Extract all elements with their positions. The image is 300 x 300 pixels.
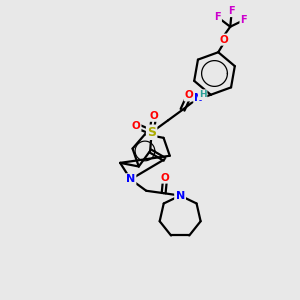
Text: N: N	[194, 93, 203, 103]
Text: N: N	[176, 190, 185, 201]
Text: S: S	[147, 126, 156, 139]
Text: O: O	[161, 172, 170, 183]
Text: F: F	[214, 12, 221, 22]
Text: N: N	[126, 174, 135, 184]
Text: O: O	[185, 90, 194, 100]
Text: H: H	[199, 90, 206, 99]
Text: N: N	[176, 190, 185, 201]
Text: F: F	[228, 6, 235, 16]
Text: O: O	[150, 111, 158, 121]
Text: O: O	[132, 121, 140, 131]
Text: O: O	[219, 34, 228, 45]
Text: F: F	[240, 15, 247, 25]
